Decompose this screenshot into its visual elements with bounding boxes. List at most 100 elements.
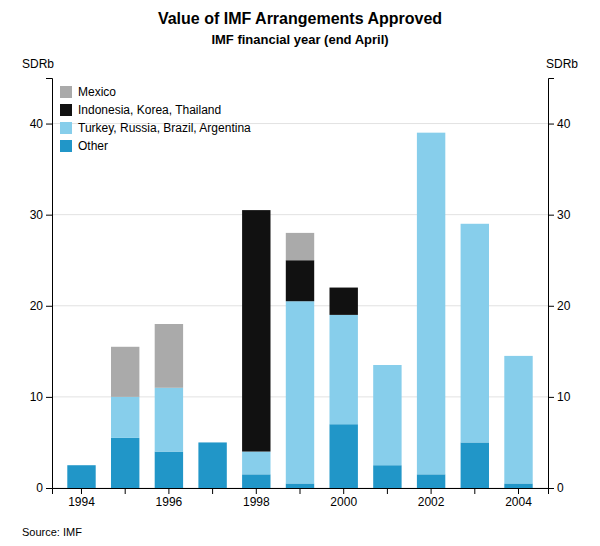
bar — [198, 442, 226, 488]
x-tick: 1994 — [68, 488, 95, 509]
y-tick-mark — [46, 306, 52, 307]
y-tick-mark — [46, 397, 52, 398]
legend-item: Indonesia, Korea, Thailand — [60, 103, 221, 117]
x-tick — [125, 488, 126, 494]
series — [111, 133, 533, 484]
y2-axis-line — [549, 79, 555, 489]
bar — [111, 397, 139, 438]
x-tick-label: 1996 — [156, 495, 183, 509]
y2-tick: 30 — [548, 208, 571, 222]
bar — [504, 355, 532, 356]
x-tick — [474, 488, 475, 494]
bar — [417, 132, 445, 133]
bar — [242, 452, 270, 475]
bar — [373, 365, 401, 366]
x-tick-mark — [125, 488, 126, 494]
bar — [286, 260, 314, 301]
x-tick-mark — [300, 488, 301, 494]
y2-tick-mark — [548, 488, 554, 489]
y2-tick-mark — [548, 306, 554, 307]
bar — [67, 465, 95, 466]
bar — [242, 210, 270, 451]
x-tick — [300, 488, 301, 494]
bar — [373, 365, 401, 366]
x-tick-mark — [212, 488, 213, 494]
bar — [461, 224, 489, 443]
series — [242, 210, 358, 451]
x-tick-mark — [256, 488, 257, 494]
y2-tick-mark — [548, 397, 554, 398]
legend-item: Other — [60, 139, 108, 153]
legend-swatch — [60, 104, 72, 116]
legend: Mexico Indonesia, Korea, Thailand Turkey, … — [60, 85, 251, 153]
source: Source: IMF — [22, 526, 82, 538]
bar — [67, 465, 95, 488]
legend-label: Indonesia, Korea, Thailand — [78, 103, 221, 117]
x-tick-mark — [431, 488, 432, 494]
bar — [504, 355, 532, 356]
plot: 1994 1996 1998 2000 2002 2004 0 10 20 30 40 0 10 20 30… — [30, 79, 571, 509]
y-tick-label: 0 — [36, 481, 43, 495]
x-tick — [212, 488, 213, 494]
bar — [417, 132, 445, 133]
legend-label: Mexico — [78, 85, 116, 99]
x-tick-label: 1998 — [243, 495, 270, 509]
bar — [67, 465, 95, 466]
y-tick: 30 — [30, 208, 52, 222]
y2-tick-label: 0 — [557, 481, 564, 495]
legend-label: Turkey, Russia, Brazil, Argentina — [78, 121, 251, 135]
bar — [242, 210, 270, 211]
bar — [111, 438, 139, 488]
bar — [504, 483, 532, 488]
bar — [329, 315, 357, 424]
bar — [286, 483, 314, 488]
y2-tick: 0 — [548, 481, 564, 495]
bar — [373, 365, 401, 465]
x-tick-mark — [81, 488, 82, 494]
series — [111, 233, 314, 397]
y-tick-label: 20 — [30, 299, 44, 313]
x-tick-label: 2004 — [505, 495, 532, 509]
x-tick-mark — [518, 488, 519, 494]
bar — [329, 424, 357, 488]
title: Value of IMF Arrangements Approved — [158, 10, 442, 27]
bar — [111, 347, 139, 397]
y2-tick-mark — [548, 215, 554, 216]
bar — [461, 223, 489, 224]
legend-swatch — [60, 86, 72, 98]
y2-axis: 010203040 — [548, 79, 571, 496]
y-axis: 0 10 20 30 40 — [30, 79, 53, 496]
bar — [329, 287, 357, 288]
bar — [461, 223, 489, 224]
bar — [417, 474, 445, 488]
x-tick-label: 2000 — [330, 495, 357, 509]
y2-tick-label: 20 — [557, 299, 571, 313]
legend-swatch — [60, 122, 72, 134]
y-tick-mark — [46, 124, 52, 125]
grid-line — [52, 214, 548, 215]
y2-tick-label: 10 — [557, 390, 571, 404]
y2-tick: 10 — [548, 390, 571, 404]
y2-tick-label: 30 — [557, 208, 571, 222]
bar — [198, 442, 226, 443]
legend-label: Other — [78, 139, 108, 153]
x-tick: 1998 — [243, 488, 270, 509]
x-tick-mark — [343, 488, 344, 494]
x-tick-mark — [168, 488, 169, 494]
x-axis-line — [53, 489, 549, 495]
y-tick: 20 — [30, 299, 52, 313]
bar — [198, 442, 226, 443]
x-axis: 1994 1996 1998 2000 2002 2004 — [53, 488, 549, 509]
y-tick: 10 — [30, 390, 52, 404]
bar — [286, 301, 314, 483]
y-tick-label: 30 — [30, 208, 44, 222]
x-tick: 2004 — [505, 488, 532, 509]
x-tick — [387, 488, 388, 494]
x-tick-mark — [474, 488, 475, 494]
legend-item: Turkey, Russia, Brazil, Argentina — [60, 121, 251, 135]
y2-tick-mark — [548, 124, 554, 125]
x-tick-label: 2002 — [418, 495, 445, 509]
y-tick: 40 — [30, 117, 52, 131]
bars — [67, 133, 532, 488]
y2-axis-label: SDRb — [546, 57, 578, 71]
